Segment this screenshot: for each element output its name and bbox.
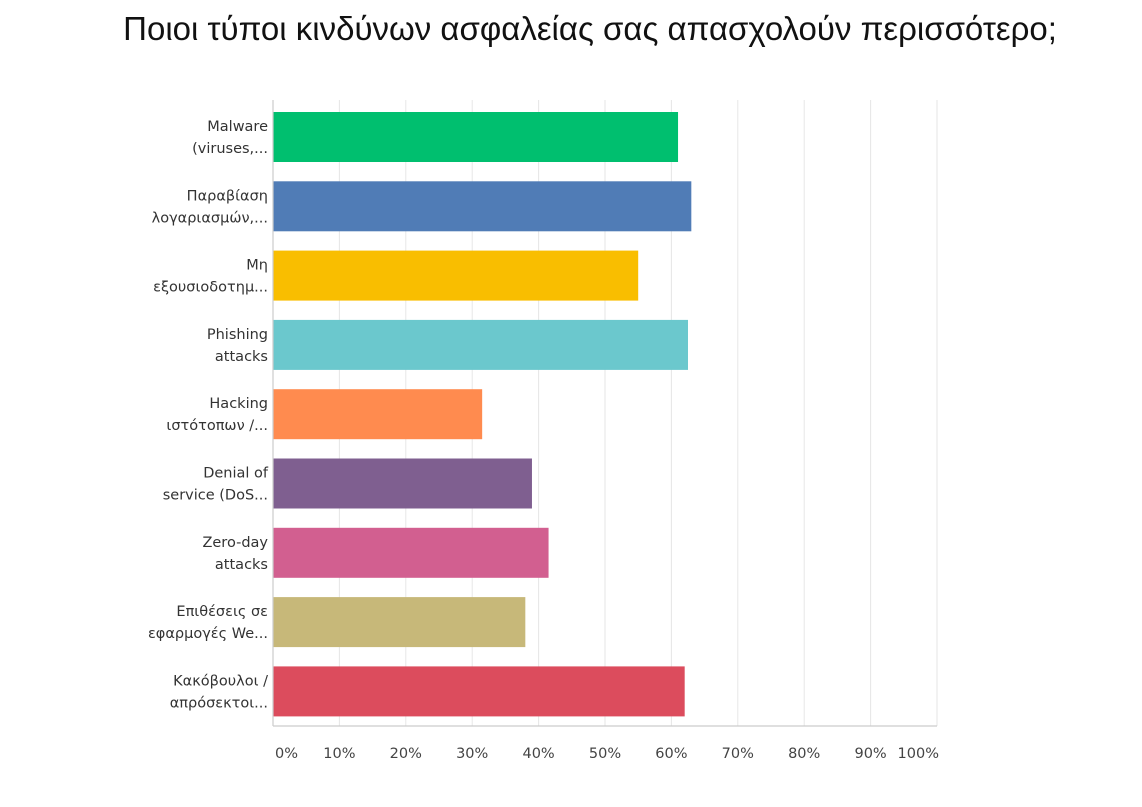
category-label: Phishing — [207, 327, 268, 343]
chart-title: Ποιοι τύποι κινδύνων ασφαλείας σας απασχ… — [123, 10, 1057, 47]
x-tick-label: 100% — [898, 746, 939, 762]
category-label: Μη — [246, 258, 268, 274]
category-label: Malware — [207, 119, 268, 135]
x-tick-label: 0% — [275, 746, 298, 762]
category-label: attacks — [215, 557, 268, 573]
bar — [273, 250, 639, 301]
x-tick-labels: 0% 10% 20% 30% 40% 50% 60% 70% 80% 90% 100% — [275, 746, 939, 762]
category-label: attacks — [215, 349, 268, 365]
x-tick-label: 30% — [456, 746, 488, 762]
x-tick-label: 80% — [788, 746, 820, 762]
category-label: εφαρμογές We... — [148, 626, 268, 642]
category-label: εξουσιοδοτημ... — [153, 280, 268, 296]
category-label: Επιθέσεις σε — [176, 604, 268, 620]
category-label: απρόσεκτοι... — [170, 695, 268, 711]
category-labels: Malware (viruses,... Παραβίαση λογαριασμών,… — [148, 119, 269, 711]
category-label: Denial of — [203, 466, 269, 482]
category-label: Παραβίαση — [187, 188, 268, 204]
bar — [273, 666, 685, 717]
category-label: Κακόβουλοι / — [173, 673, 268, 689]
x-tick-label: 10% — [323, 746, 355, 762]
bar — [273, 597, 526, 648]
x-tick-label: 70% — [722, 746, 754, 762]
bar — [273, 319, 688, 370]
category-label: (viruses,... — [192, 141, 268, 157]
x-tick-label: 60% — [655, 746, 687, 762]
bar — [273, 458, 532, 509]
bar — [273, 389, 483, 440]
category-label: service (DoS... — [163, 488, 268, 504]
bar — [273, 181, 692, 232]
x-tick-label: 50% — [589, 746, 621, 762]
bar — [273, 527, 549, 578]
category-label: λογαριασμών,... — [152, 210, 268, 226]
bars — [273, 112, 692, 717]
x-tick-label: 90% — [854, 746, 886, 762]
x-tick-label: 40% — [522, 746, 554, 762]
category-label: Hacking — [209, 396, 268, 412]
category-label: ιστότοπων /... — [166, 418, 268, 434]
axes — [272, 100, 937, 727]
x-tick-label: 20% — [390, 746, 422, 762]
bar — [273, 112, 679, 162]
category-label: Zero-day — [202, 535, 268, 551]
